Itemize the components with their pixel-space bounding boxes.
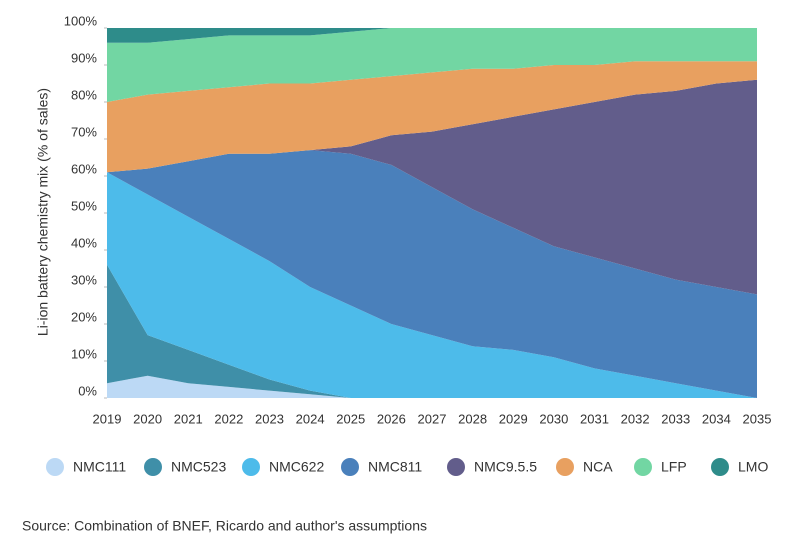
x-tick-label: 2027 (418, 411, 447, 426)
y-axis-label: Li-ion battery chemistry mix (% of sales… (35, 88, 51, 336)
x-tick-label: 2033 (661, 411, 690, 426)
area (107, 172, 757, 398)
x-tick-label: 2024 (296, 411, 325, 426)
y-tick-label: 80% (71, 87, 97, 102)
y-tick-label: 50% (71, 198, 97, 213)
legend-label: NMC523 (171, 459, 226, 475)
area (107, 61, 757, 173)
area (107, 28, 757, 102)
y-tick-label: 30% (71, 272, 97, 287)
x-tick-label: 2029 (499, 411, 528, 426)
x-tick-label: 2026 (377, 411, 406, 426)
area (107, 28, 757, 43)
legend-label: LMO (738, 459, 768, 475)
legend-label: NMC811 (368, 459, 422, 475)
source-note: Source: Combination of BNEF, Ricardo and… (22, 518, 427, 534)
legend-swatch (144, 458, 162, 476)
x-tick-label: 2019 (93, 411, 122, 426)
x-tick-label: 2020 (133, 411, 162, 426)
legend-swatch (447, 458, 465, 476)
area (107, 375, 757, 398)
area (107, 79, 757, 295)
legend-swatch (634, 458, 652, 476)
y-tick-label: 0% (78, 383, 97, 398)
legend-label: NMC111 (73, 459, 126, 475)
x-tick-label: 2023 (255, 411, 284, 426)
legend-swatch (242, 458, 260, 476)
x-tick-label: 2025 (336, 411, 365, 426)
y-tick-label: 70% (71, 124, 97, 139)
x-tick-label: 2022 (214, 411, 243, 426)
x-tick-label: 2021 (174, 411, 203, 426)
legend-label: NMC9.5.5 (474, 459, 537, 475)
x-tick-label: 2030 (539, 411, 568, 426)
legend-label: NCA (583, 459, 613, 475)
x-tick-label: 2034 (702, 411, 731, 426)
x-tick-label: 2032 (621, 411, 650, 426)
y-tick-label: 100% (64, 13, 98, 28)
legend-swatch (711, 458, 729, 476)
legend-label: LFP (661, 459, 687, 475)
x-tick-label: 2028 (458, 411, 487, 426)
y-tick-label: 90% (71, 50, 97, 65)
y-tick-label: 40% (71, 235, 97, 250)
y-tick-label: 10% (71, 346, 97, 361)
legend-label: NMC622 (269, 459, 324, 475)
legend-swatch (341, 458, 359, 476)
area (107, 150, 757, 398)
y-tick-label: 60% (71, 161, 97, 176)
legend-swatch (46, 458, 64, 476)
legend-swatch (556, 458, 574, 476)
x-tick-label: 2031 (580, 411, 609, 426)
y-tick-label: 20% (71, 309, 97, 324)
x-tick-label: 2035 (743, 411, 772, 426)
